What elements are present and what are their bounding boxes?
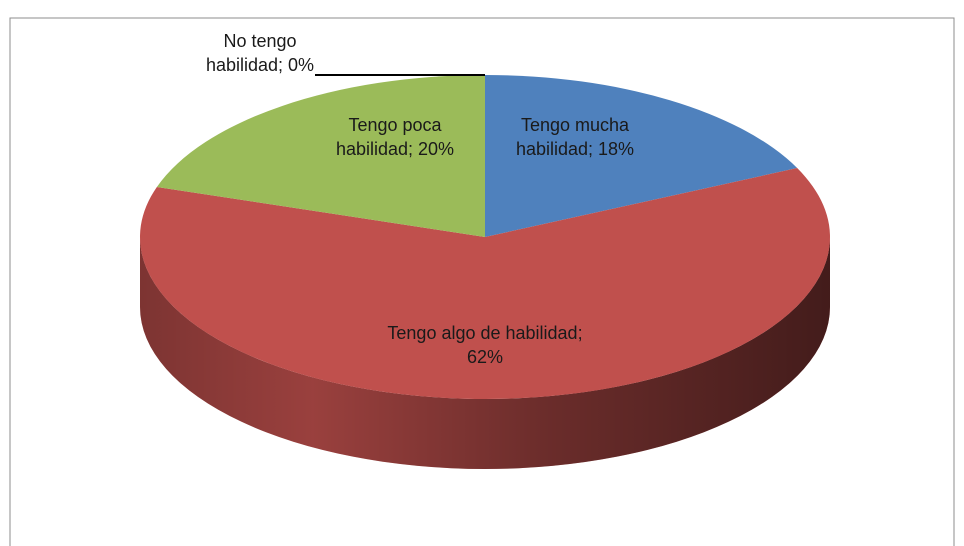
data-label: Tengo mucha habilidad; 18% (515, 115, 635, 159)
side-shade (140, 237, 830, 469)
data-label: Tengo poca habilidad; 20% (335, 115, 455, 159)
chart-frame (9, 17, 955, 546)
data-label: Tengo algo de habilidad; 62% (387, 323, 583, 367)
data-label: No tengo habilidad; 0% (205, 31, 315, 75)
slice (140, 168, 831, 399)
slice (156, 75, 485, 237)
slice (485, 75, 798, 237)
